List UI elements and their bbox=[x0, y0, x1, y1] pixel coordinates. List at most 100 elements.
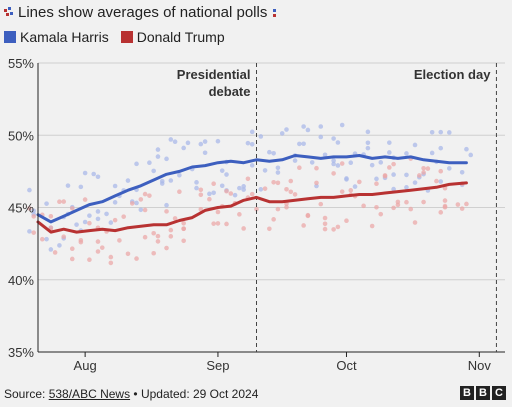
legend-item-harris: Kamala Harris bbox=[4, 29, 109, 45]
poll-dot bbox=[181, 226, 186, 232]
poll-dot bbox=[391, 161, 396, 167]
poll-dot bbox=[258, 134, 264, 139]
poll-dot bbox=[215, 138, 221, 144]
poll-dot bbox=[87, 220, 92, 226]
poll-dot bbox=[95, 174, 101, 180]
poll-dot bbox=[57, 243, 62, 248]
poll-dot bbox=[249, 129, 255, 135]
poll-dot bbox=[224, 172, 229, 177]
poll-dot bbox=[447, 130, 452, 135]
poll-dot bbox=[87, 257, 92, 263]
poll-dot bbox=[31, 230, 37, 235]
poll-dot bbox=[44, 236, 49, 242]
series-lines bbox=[36, 154, 468, 234]
poll-dot bbox=[82, 219, 88, 225]
poll-dot bbox=[134, 256, 139, 261]
poll-dot bbox=[387, 140, 392, 145]
poll-dot bbox=[258, 187, 264, 192]
poll-dot bbox=[331, 136, 336, 141]
poll-dot bbox=[331, 158, 336, 163]
poll-dot bbox=[459, 206, 465, 211]
source-prefix: Source: bbox=[4, 387, 49, 401]
poll-dot bbox=[425, 166, 431, 171]
poll-dot bbox=[348, 160, 354, 165]
poll-dot bbox=[335, 163, 341, 168]
poll-dot bbox=[108, 220, 114, 225]
poll-dot bbox=[69, 206, 75, 211]
poll-dot bbox=[194, 180, 199, 185]
poll-dot bbox=[138, 197, 144, 202]
legend-item-trump: Donald Trump bbox=[120, 29, 225, 45]
poll-dot bbox=[95, 239, 101, 244]
poll-dot bbox=[378, 160, 384, 165]
poll-dot bbox=[168, 227, 174, 233]
poll-dot bbox=[185, 140, 191, 146]
legend-swatch-harris bbox=[4, 31, 16, 43]
poll-dot bbox=[108, 260, 114, 266]
poll-dot bbox=[365, 129, 371, 135]
footer: Source: 538/ABC News • Updated: 29 Oct 2… bbox=[4, 387, 258, 401]
bbc-logo: B B C bbox=[460, 386, 506, 400]
poll-dot bbox=[69, 246, 75, 252]
poll-dot bbox=[249, 163, 255, 168]
poll-dot bbox=[69, 256, 75, 262]
poll-dot bbox=[344, 176, 349, 181]
poll-dot bbox=[172, 216, 178, 221]
poll-dot bbox=[331, 227, 336, 232]
poll-dot bbox=[155, 147, 161, 152]
legend: Kamala Harris Donald Trump bbox=[4, 29, 225, 45]
poll-dot bbox=[99, 245, 105, 250]
poll-dot bbox=[438, 168, 444, 174]
poll-dot bbox=[219, 168, 225, 173]
poll-dot bbox=[95, 209, 101, 214]
poll-dot bbox=[147, 160, 152, 166]
poll-dot bbox=[155, 154, 161, 159]
poll-dot bbox=[391, 186, 396, 192]
poll-dot bbox=[155, 239, 161, 244]
poll-dot bbox=[177, 172, 182, 178]
poll-dot bbox=[267, 149, 272, 155]
poll-dot bbox=[194, 185, 199, 191]
poll-dot bbox=[164, 202, 169, 208]
poll-dot bbox=[322, 221, 328, 227]
poll-dot bbox=[318, 134, 324, 140]
poll-dot bbox=[322, 152, 328, 158]
poll-dot bbox=[301, 223, 306, 228]
poll-dot bbox=[271, 179, 276, 185]
poll-dot bbox=[121, 214, 126, 219]
poll-dot bbox=[352, 184, 358, 189]
poll-dot bbox=[284, 187, 289, 192]
poll-dot bbox=[78, 237, 84, 243]
bbc-logo-c: C bbox=[492, 386, 506, 400]
poll-dot bbox=[335, 140, 341, 145]
poll-dot bbox=[275, 206, 281, 212]
poll-dot bbox=[215, 221, 221, 226]
poll-dot bbox=[82, 197, 88, 202]
poll-dot bbox=[155, 233, 161, 239]
poll-dot bbox=[91, 171, 96, 177]
poll-dot bbox=[361, 203, 366, 209]
poll-dot bbox=[279, 131, 285, 136]
poll-dot bbox=[404, 185, 409, 190]
poll-dot bbox=[387, 150, 392, 155]
poll-dot bbox=[284, 205, 289, 210]
poll-dot bbox=[151, 230, 156, 236]
legend-swatch-trump bbox=[120, 31, 133, 43]
poll-dot bbox=[339, 122, 345, 128]
y-tick-label: 55% bbox=[8, 56, 34, 71]
title-colon bbox=[273, 8, 277, 17]
poll-dot bbox=[202, 139, 208, 144]
poll-dot bbox=[181, 238, 186, 244]
y-tick-label: 50% bbox=[8, 128, 34, 143]
poll-dot bbox=[198, 141, 204, 147]
poll-dot bbox=[305, 212, 311, 218]
poll-dot bbox=[228, 191, 234, 196]
x-tick-label: Sep bbox=[206, 358, 229, 373]
source-link[interactable]: 538/ABC News bbox=[48, 387, 131, 401]
poll-dot bbox=[374, 181, 379, 187]
poll-dot bbox=[322, 226, 328, 232]
legend-label-harris: Kamala Harris bbox=[20, 29, 109, 45]
updated-text: • Updated: 29 Oct 2024 bbox=[130, 387, 259, 401]
poll-dot bbox=[262, 168, 268, 173]
poll-dot bbox=[27, 187, 32, 193]
